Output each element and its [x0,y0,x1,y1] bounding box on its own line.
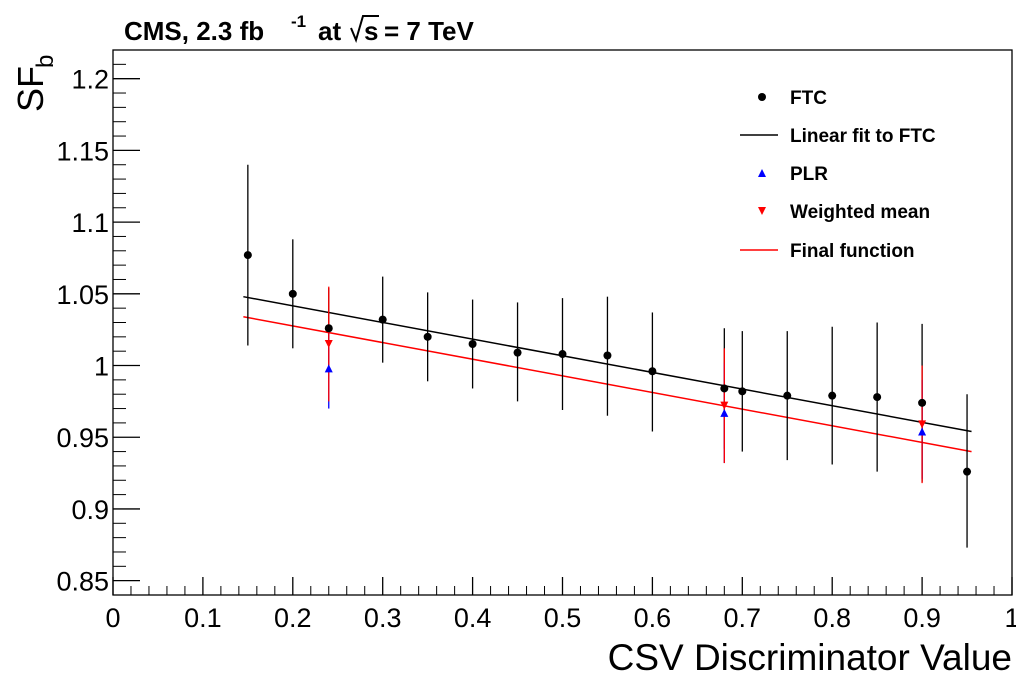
legend-label: Linear fit to FTC [790,126,936,147]
x-tick-label: 0.6 [634,603,672,633]
data-point [423,332,432,341]
title-energy: = 7 TeV [384,16,475,46]
x-tick-label: 1 [1004,603,1016,633]
data-point [513,348,522,357]
plot-area: 0 0.1 0.2 0.3 0.4 0.5 0.6 0.7 0.8 0.9 1 0.85 0.9 0.95… [56,49,1016,633]
data-point [324,324,333,333]
y-tick-label: 1.05 [56,280,109,310]
title-at: at [318,16,341,46]
title-sqrt-s: s [364,16,378,46]
data-point [324,340,333,349]
y-tick-label: 1.15 [56,136,109,166]
data-point [918,427,927,436]
title-superscript: -1 [291,12,306,31]
y-tick-label: 1.2 [71,65,109,95]
y-axis-label-sub: b [32,55,59,68]
data-point [738,387,747,396]
data-point [648,367,657,376]
y-tick-label: 1.1 [71,208,109,238]
data-point [873,393,882,402]
title-main: CMS, 2.3 fb [124,16,264,46]
x-tick-label: 0.8 [813,603,851,633]
x-tick-label: 0.7 [724,603,762,633]
data-point [828,391,837,400]
x-axis-label: CSV Discriminator Value [608,637,1012,677]
legend: FTC Linear fit to FTC PLR Weighted mean Fina… [740,88,936,262]
x-tick-label: 0.5 [544,603,582,633]
data-point [468,340,477,349]
legend-label: PLR [790,164,828,185]
data-point [288,289,297,298]
legend-marker-swatch [758,207,766,215]
legend-label: FTC [790,88,827,109]
y-axis-label-main: SF [10,66,51,112]
x-tick-label: 0.1 [184,603,222,633]
x-tick-label: 0.2 [274,603,312,633]
data-point [378,315,387,324]
data-point [918,420,927,429]
data-point [243,251,252,260]
data-point [720,408,729,417]
data-point [603,351,612,360]
y-axis-label: SF b [10,55,59,112]
legend-label: Weighted mean [790,202,930,223]
y-tick-label: 0.95 [56,423,109,453]
data-point [918,398,927,407]
sqrt-symbol [350,15,379,43]
data-point [963,467,972,476]
data-point [558,350,567,359]
data-point [720,384,729,393]
legend-marker-swatch [758,93,766,101]
legend-marker-swatch [758,169,766,177]
y-tick-label: 1 [94,352,109,382]
data-point [720,401,729,410]
y-tick-label: 0.85 [56,567,109,597]
legend-label: Final function [790,241,915,262]
x-tick-label: 0.9 [903,603,941,633]
x-tick-label: 0.3 [364,603,402,633]
y-tick-label: 0.9 [71,495,109,525]
x-tick-label: 0.4 [454,603,492,633]
chart-title: CMS, 2.3 fb -1 at s = 7 TeV [124,12,475,46]
data-point [324,364,333,373]
x-tick-label: 0 [105,603,120,633]
data-point [783,391,792,400]
